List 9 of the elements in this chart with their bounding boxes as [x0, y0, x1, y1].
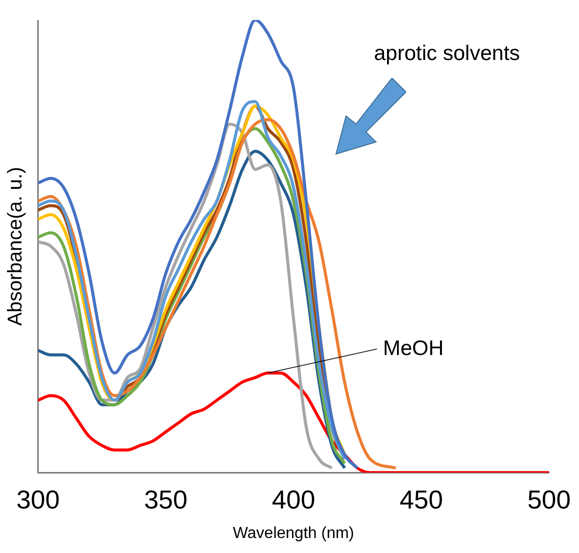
annotation: aprotic solvents: [374, 42, 520, 66]
x-tick-label: 500: [527, 484, 571, 514]
text: MeOH: [382, 336, 444, 360]
x-axis-title: Wavelength (nm): [232, 524, 354, 542]
x-tick-label: 450: [400, 484, 443, 514]
y-axis-title: Absorbance(a. u.): [4, 166, 27, 326]
x-tick-label: 400: [272, 484, 316, 514]
x-tick-label: 300: [16, 484, 60, 514]
x-tick-label: 350: [144, 484, 188, 514]
